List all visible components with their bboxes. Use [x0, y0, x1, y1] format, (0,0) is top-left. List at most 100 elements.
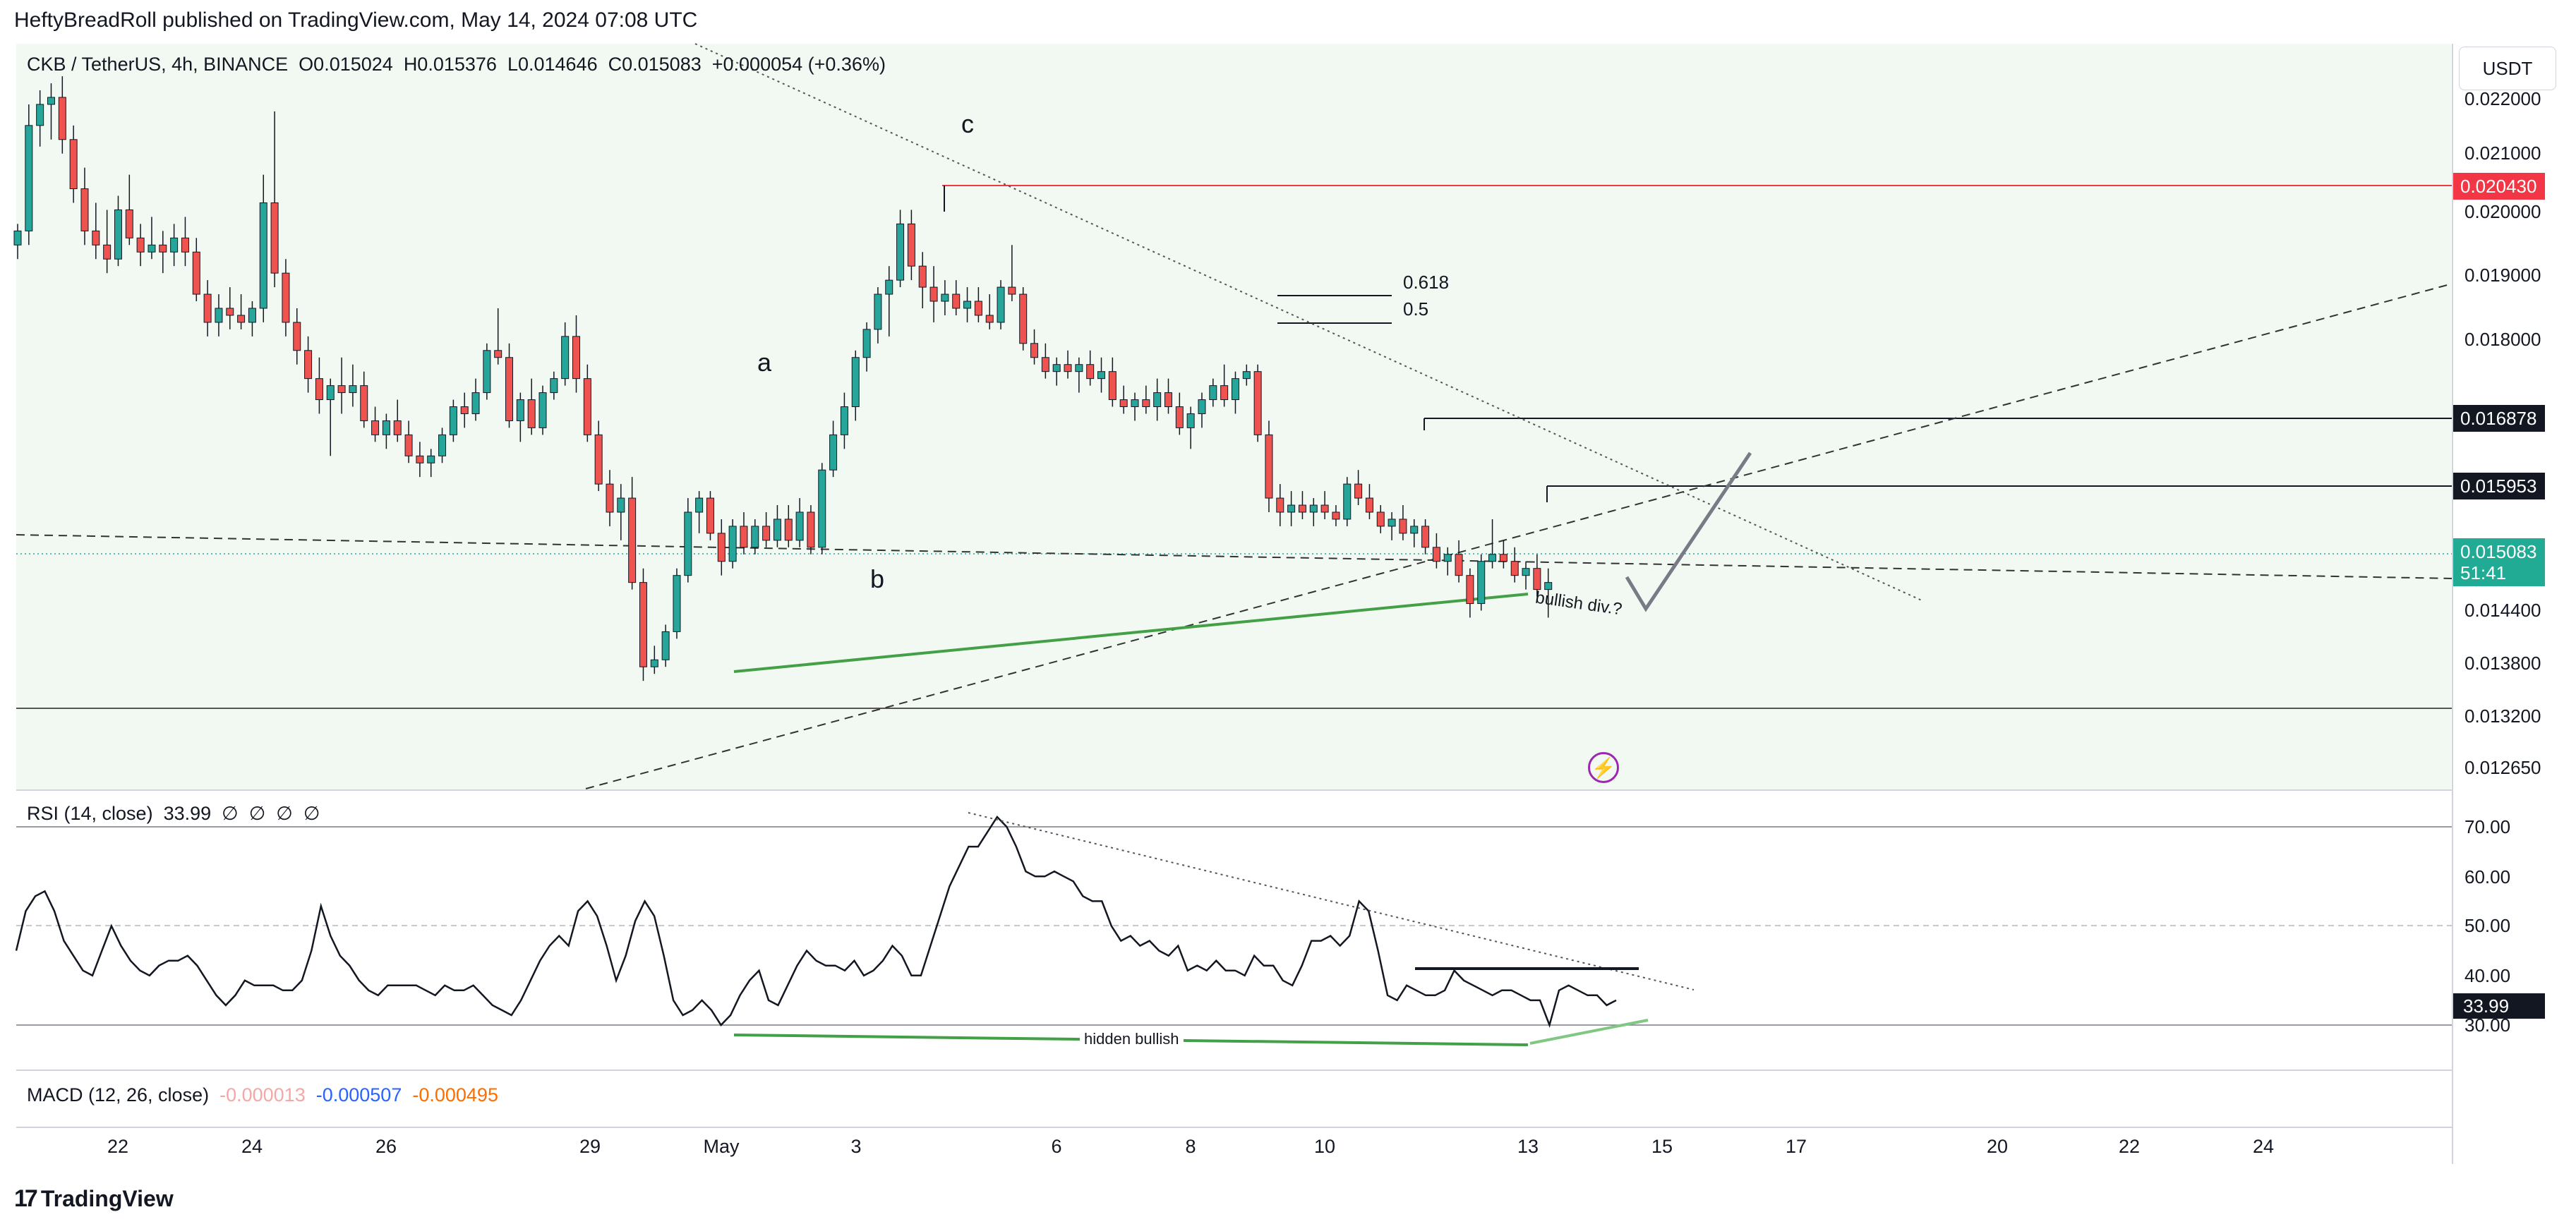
- candle-body: [270, 202, 279, 274]
- rsi-rising-line: [1529, 1019, 1649, 1045]
- candle-body: [829, 434, 838, 471]
- candle-body: [36, 104, 44, 126]
- candle-body: [795, 511, 804, 541]
- legend-open: O0.015024: [299, 54, 393, 75]
- candle-body: [762, 526, 771, 541]
- currency-button[interactable]: USDT: [2459, 47, 2556, 90]
- wave-label-b: b: [870, 564, 885, 593]
- bullish-divergence-line: [733, 593, 1529, 673]
- candle-body: [304, 350, 313, 380]
- candle-body: [1343, 483, 1352, 520]
- candle-body: [382, 420, 390, 435]
- price-tick: 0.019000: [2464, 265, 2541, 286]
- candle-body: [1510, 561, 1519, 576]
- legend-high: H0.015376: [403, 54, 497, 75]
- candle-body: [483, 350, 491, 394]
- lightning-icon[interactable]: ⚡: [1588, 752, 1619, 783]
- candle-body: [1052, 364, 1061, 372]
- candle-body: [751, 526, 759, 548]
- candle-body: [438, 434, 447, 456]
- candle-body: [1242, 371, 1251, 380]
- candle-body: [840, 406, 848, 435]
- time-tick: 15: [1651, 1136, 1673, 1157]
- candle-body: [952, 293, 961, 309]
- candle-body: [1131, 399, 1139, 408]
- candle-body: [538, 392, 547, 428]
- symbol-legend[interactable]: CKB / TetherUS, 4h, BINANCE O0.015024 H0…: [27, 54, 886, 75]
- macd-value: -0.000507: [315, 1084, 402, 1105]
- price-label-015953: 0.015953: [2453, 473, 2545, 499]
- candle-body: [929, 286, 938, 302]
- macd-hist: -0.000013: [219, 1084, 306, 1105]
- candle-body: [606, 483, 614, 513]
- main-chart-area[interactable]: [16, 44, 2451, 789]
- candle-body: [617, 497, 625, 513]
- candle-body: [337, 385, 346, 394]
- candle-body: [896, 223, 905, 281]
- candle-body: [684, 511, 692, 576]
- candle-body: [773, 519, 781, 541]
- candle-body: [349, 385, 357, 394]
- candle-body: [416, 455, 424, 463]
- rsi-extra: ∅: [303, 803, 320, 824]
- legend-low: L0.014646: [507, 54, 598, 75]
- candle-body: [1365, 497, 1373, 513]
- candle-body: [203, 293, 212, 323]
- rsi-legend[interactable]: RSI (14, close) 33.99 ∅ ∅ ∅ ∅: [27, 803, 320, 825]
- candle-body: [181, 237, 189, 253]
- tradingview-logo[interactable]: 17 TradingView: [14, 1185, 174, 1213]
- candle-body: [1164, 392, 1172, 407]
- time-tick: 26: [375, 1136, 397, 1157]
- candle-body: [125, 209, 133, 238]
- candle-body: [1075, 364, 1083, 372]
- candle-body: [1320, 504, 1329, 513]
- rsi-tick: 40.00: [2464, 965, 2511, 986]
- macd-signal: -0.000495: [412, 1084, 498, 1105]
- rsi-value: 33.99: [163, 803, 212, 824]
- candle-body: [215, 308, 223, 323]
- last-price-label: 0.015083 51:41: [2453, 538, 2545, 586]
- candle-body: [728, 526, 737, 562]
- candle-body: [1354, 483, 1363, 499]
- candle-body: [572, 336, 580, 380]
- candle-body: [1477, 561, 1486, 605]
- fib-label-0618: 0.618: [1403, 272, 1450, 293]
- candle-body: [505, 357, 514, 421]
- candle-body: [293, 322, 301, 351]
- time-tick: 20: [1986, 1136, 2009, 1157]
- candle-body: [561, 336, 570, 380]
- candle-body: [282, 272, 290, 323]
- time-tick: 22: [107, 1136, 129, 1157]
- candle-body: [1309, 504, 1318, 513]
- candle-body: [371, 420, 380, 435]
- downtrend-dotted-line: [694, 43, 1924, 602]
- rsi-tick: 70.00: [2464, 816, 2511, 837]
- candle-body: [1220, 385, 1229, 401]
- candle-body: [192, 251, 200, 295]
- candle-body: [807, 511, 815, 548]
- candle-body: [661, 631, 670, 660]
- rsi-line: [15, 815, 1617, 1028]
- candle-body: [516, 399, 524, 421]
- wave-label-c: c: [961, 109, 974, 138]
- dashed-support-line: [16, 534, 2453, 579]
- candle-body: [315, 378, 323, 401]
- candle-body: [1198, 399, 1206, 414]
- candle-body: [69, 139, 78, 190]
- candle-body: [1175, 406, 1184, 428]
- candle-body: [427, 455, 435, 463]
- candle-body: [1142, 399, 1150, 408]
- candle-body: [550, 378, 558, 394]
- candle-body: [1544, 582, 1553, 590]
- candle-body: [1008, 286, 1016, 295]
- candle-body: [1466, 575, 1474, 605]
- candle-body: [248, 308, 256, 323]
- candle-body: [13, 230, 22, 246]
- bar-countdown: 51:41: [2460, 562, 2507, 583]
- dashed-rising-line: [585, 283, 2453, 789]
- time-tick: 29: [579, 1136, 601, 1157]
- time-tick: 24: [2252, 1136, 2275, 1157]
- candle-body: [673, 575, 681, 632]
- candle-body: [1209, 385, 1217, 401]
- macd-legend[interactable]: MACD (12, 26, close) -0.000013 -0.000507…: [27, 1084, 498, 1106]
